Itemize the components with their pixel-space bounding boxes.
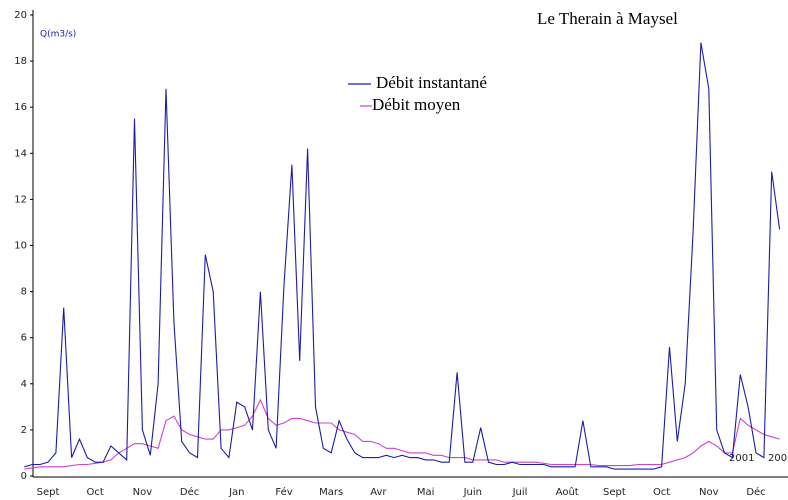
x-tick-label: Nov — [699, 487, 719, 498]
x-tick-label: Oct — [87, 487, 104, 498]
y-tick-label: 8 — [21, 287, 27, 298]
x-tick-label: Sept — [603, 487, 626, 498]
x-tick-label: Mars — [319, 487, 343, 498]
series-line — [24, 398, 780, 470]
y-tick-label: 4 — [21, 379, 27, 390]
y-tick-label: 18 — [14, 56, 27, 67]
legend-label: Débit instantané — [376, 73, 487, 92]
x-tick-label: Sept — [37, 487, 60, 498]
y-tick-label: 12 — [14, 194, 27, 205]
x-tick-label: Août — [556, 486, 579, 498]
x-tick-label: Nov — [133, 487, 153, 498]
legend-label: Débit moyen — [372, 95, 461, 114]
annotation: 2001 — [729, 453, 754, 464]
x-tick-label: Oct — [653, 487, 670, 498]
x-tick-label: Juin — [463, 487, 482, 498]
y-tick-label: 14 — [14, 148, 27, 159]
x-tick-label: Fév — [275, 486, 292, 498]
y-tick-label: 20 — [14, 10, 27, 21]
x-tick-label: Jan — [228, 487, 244, 498]
y-tick-label: 10 — [14, 241, 27, 252]
x-tick-label: Déc — [180, 486, 199, 498]
chart-title: Le Therain à Maysel — [537, 9, 678, 28]
y-tick-label: 0 — [21, 471, 27, 482]
x-tick-label: Juil — [512, 487, 528, 498]
annotation: 200 — [768, 453, 787, 464]
x-tick-label: Avr — [370, 487, 387, 498]
y-tick-label: 6 — [21, 333, 27, 344]
y-tick-label: 16 — [14, 102, 27, 113]
x-tick-label: Déc — [746, 486, 765, 498]
y-axis-label: Q(m3/s) — [40, 30, 76, 40]
series-line — [24, 42, 781, 470]
x-tick-label: Mai — [417, 487, 435, 498]
y-tick-label: 2 — [21, 425, 27, 436]
